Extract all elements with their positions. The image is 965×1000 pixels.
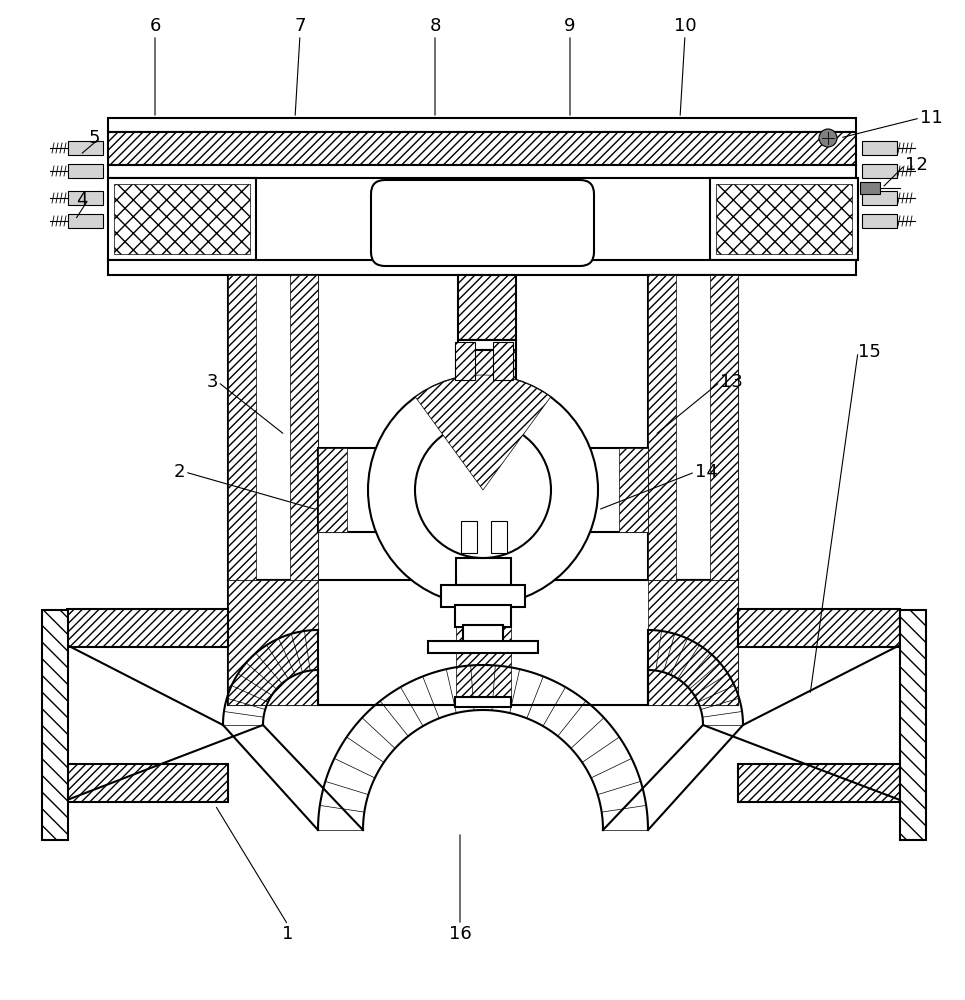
Circle shape: [368, 375, 598, 605]
Text: 3: 3: [207, 373, 218, 391]
Bar: [290, 275, 318, 580]
Bar: [463, 625, 503, 643]
Text: 15: 15: [858, 343, 881, 361]
Text: 13: 13: [720, 373, 743, 391]
Bar: [648, 275, 738, 580]
Bar: [108, 132, 856, 165]
Bar: [900, 610, 926, 840]
Bar: [68, 191, 103, 205]
Bar: [862, 191, 897, 205]
Text: 11: 11: [920, 109, 943, 127]
Bar: [860, 182, 880, 194]
Bar: [456, 580, 511, 705]
Bar: [455, 605, 511, 627]
Text: 7: 7: [294, 17, 306, 35]
Bar: [648, 275, 676, 580]
Bar: [456, 558, 511, 585]
Bar: [114, 184, 250, 254]
Text: 2: 2: [174, 463, 185, 481]
Bar: [318, 448, 347, 532]
Bar: [42, 610, 68, 840]
Bar: [67, 764, 228, 802]
Bar: [738, 764, 900, 802]
Bar: [590, 448, 648, 532]
Circle shape: [415, 422, 551, 558]
Bar: [228, 275, 318, 580]
Bar: [862, 141, 897, 155]
Bar: [67, 609, 228, 647]
Text: 4: 4: [76, 191, 88, 209]
Bar: [455, 697, 511, 707]
Text: 8: 8: [429, 17, 441, 35]
Bar: [458, 275, 516, 340]
Bar: [108, 178, 256, 260]
Bar: [228, 580, 738, 705]
Text: 5: 5: [89, 129, 100, 147]
Bar: [108, 260, 856, 275]
Circle shape: [819, 129, 837, 147]
Text: 12: 12: [905, 156, 928, 174]
Bar: [458, 350, 516, 435]
Bar: [461, 521, 477, 553]
Bar: [716, 184, 852, 254]
Bar: [68, 164, 103, 178]
Bar: [455, 342, 475, 380]
Bar: [68, 214, 103, 228]
Bar: [648, 580, 738, 705]
Bar: [493, 342, 513, 380]
Bar: [318, 448, 376, 532]
Bar: [228, 275, 256, 580]
Bar: [862, 164, 897, 178]
Bar: [441, 585, 525, 607]
Bar: [710, 275, 738, 580]
Bar: [738, 609, 900, 647]
Text: 9: 9: [565, 17, 576, 35]
FancyBboxPatch shape: [371, 180, 594, 266]
Text: 14: 14: [695, 463, 718, 481]
Bar: [458, 340, 516, 350]
Bar: [108, 118, 856, 132]
Bar: [491, 521, 507, 553]
Bar: [68, 141, 103, 155]
Bar: [428, 641, 538, 653]
Polygon shape: [415, 375, 551, 490]
Bar: [710, 178, 858, 260]
Text: 10: 10: [674, 17, 697, 35]
Text: 6: 6: [150, 17, 161, 35]
Bar: [619, 448, 648, 532]
Bar: [862, 214, 897, 228]
Text: 16: 16: [449, 925, 471, 943]
Bar: [108, 165, 856, 178]
Bar: [228, 580, 318, 705]
Bar: [458, 432, 516, 440]
Text: 1: 1: [283, 925, 293, 943]
